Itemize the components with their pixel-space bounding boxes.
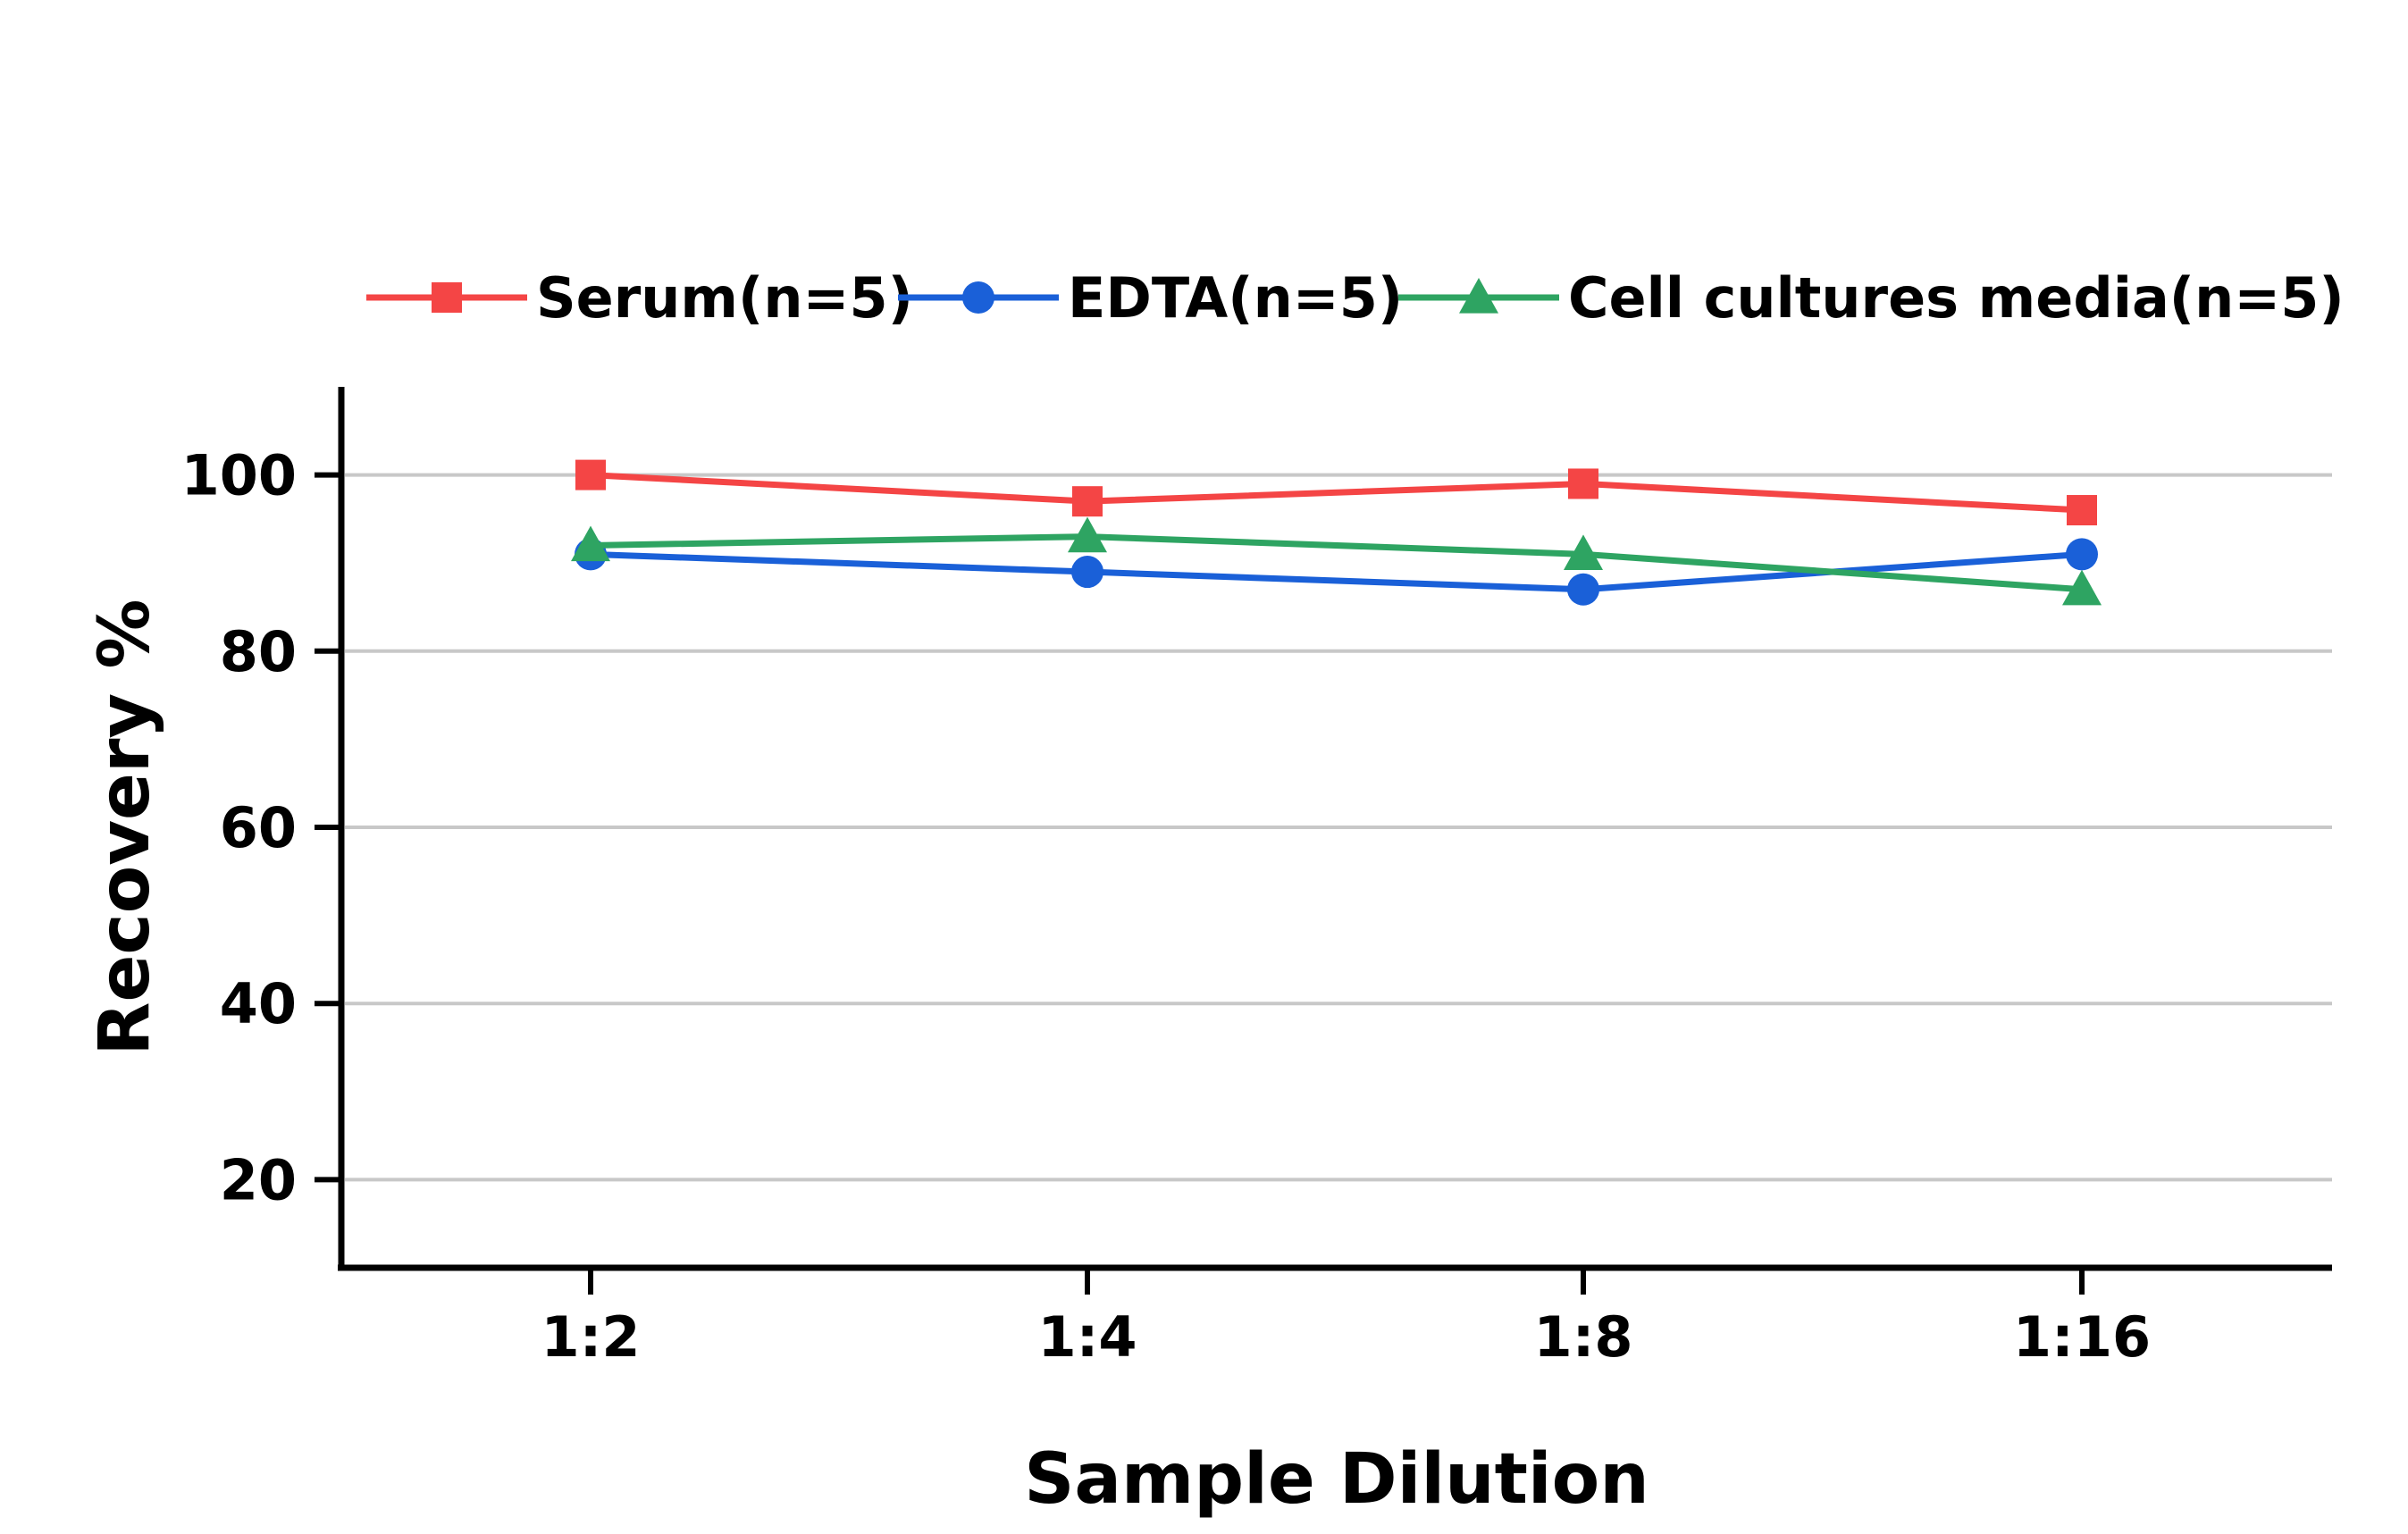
y-tick-label: 80 bbox=[220, 619, 297, 684]
series-line-2 bbox=[590, 533, 2083, 593]
legend-item-1: EDTA(n=5) bbox=[898, 265, 1403, 331]
gridlines bbox=[345, 473, 2332, 1182]
data-point-1-3 bbox=[2066, 538, 2098, 571]
data-point-0-1 bbox=[1072, 486, 1103, 517]
legend-marker-1 bbox=[962, 281, 994, 314]
legend: Serum(n=5) EDTA(n=5) Cell cultures media(n… bbox=[366, 265, 2345, 331]
y-tick-label: 100 bbox=[181, 443, 297, 508]
legend-label-0: Serum(n=5) bbox=[536, 265, 913, 331]
series-0 bbox=[575, 459, 2097, 526]
x-tick-label: 1:2 bbox=[541, 1304, 640, 1370]
data-point-2-2 bbox=[1564, 534, 1603, 570]
legend-label-2: Cell cultures media(n=5) bbox=[1568, 265, 2345, 331]
legend-item-0: Serum(n=5) bbox=[366, 265, 913, 331]
x-axis-title: Sample Dilution bbox=[1024, 1439, 1649, 1520]
y-tick-label: 20 bbox=[220, 1147, 297, 1212]
x-tick-label: 1:16 bbox=[2013, 1304, 2151, 1370]
legend-item-2: Cell cultures media(n=5) bbox=[1398, 265, 2345, 331]
y-tick-label: 40 bbox=[220, 971, 297, 1036]
data-point-0-0 bbox=[575, 459, 606, 490]
series-2 bbox=[571, 516, 2102, 606]
legend-label-1: EDTA(n=5) bbox=[1068, 265, 1403, 331]
y-ticks: 20 40 60 80 100 bbox=[181, 443, 341, 1212]
data-point-1-1 bbox=[1071, 556, 1103, 589]
data-point-2-0 bbox=[571, 525, 610, 562]
data-point-0-3 bbox=[2067, 495, 2097, 526]
series bbox=[571, 459, 2102, 606]
y-axis-title: Recovery % bbox=[85, 599, 165, 1055]
legend-marker-2 bbox=[1459, 278, 1498, 314]
data-point-1-2 bbox=[1567, 573, 1599, 606]
legend-marker-0 bbox=[432, 282, 462, 313]
x-ticks: 1:2 1:4 1:8 1:16 bbox=[541, 1268, 2151, 1370]
data-point-2-1 bbox=[1068, 516, 1107, 553]
data-point-2-3 bbox=[2062, 569, 2102, 606]
data-point-0-2 bbox=[1568, 468, 1598, 499]
series-line-0 bbox=[590, 472, 2083, 514]
y-tick-label: 60 bbox=[220, 795, 297, 860]
x-tick-label: 1:4 bbox=[1037, 1304, 1137, 1370]
x-tick-label: 1:8 bbox=[1533, 1304, 1632, 1370]
